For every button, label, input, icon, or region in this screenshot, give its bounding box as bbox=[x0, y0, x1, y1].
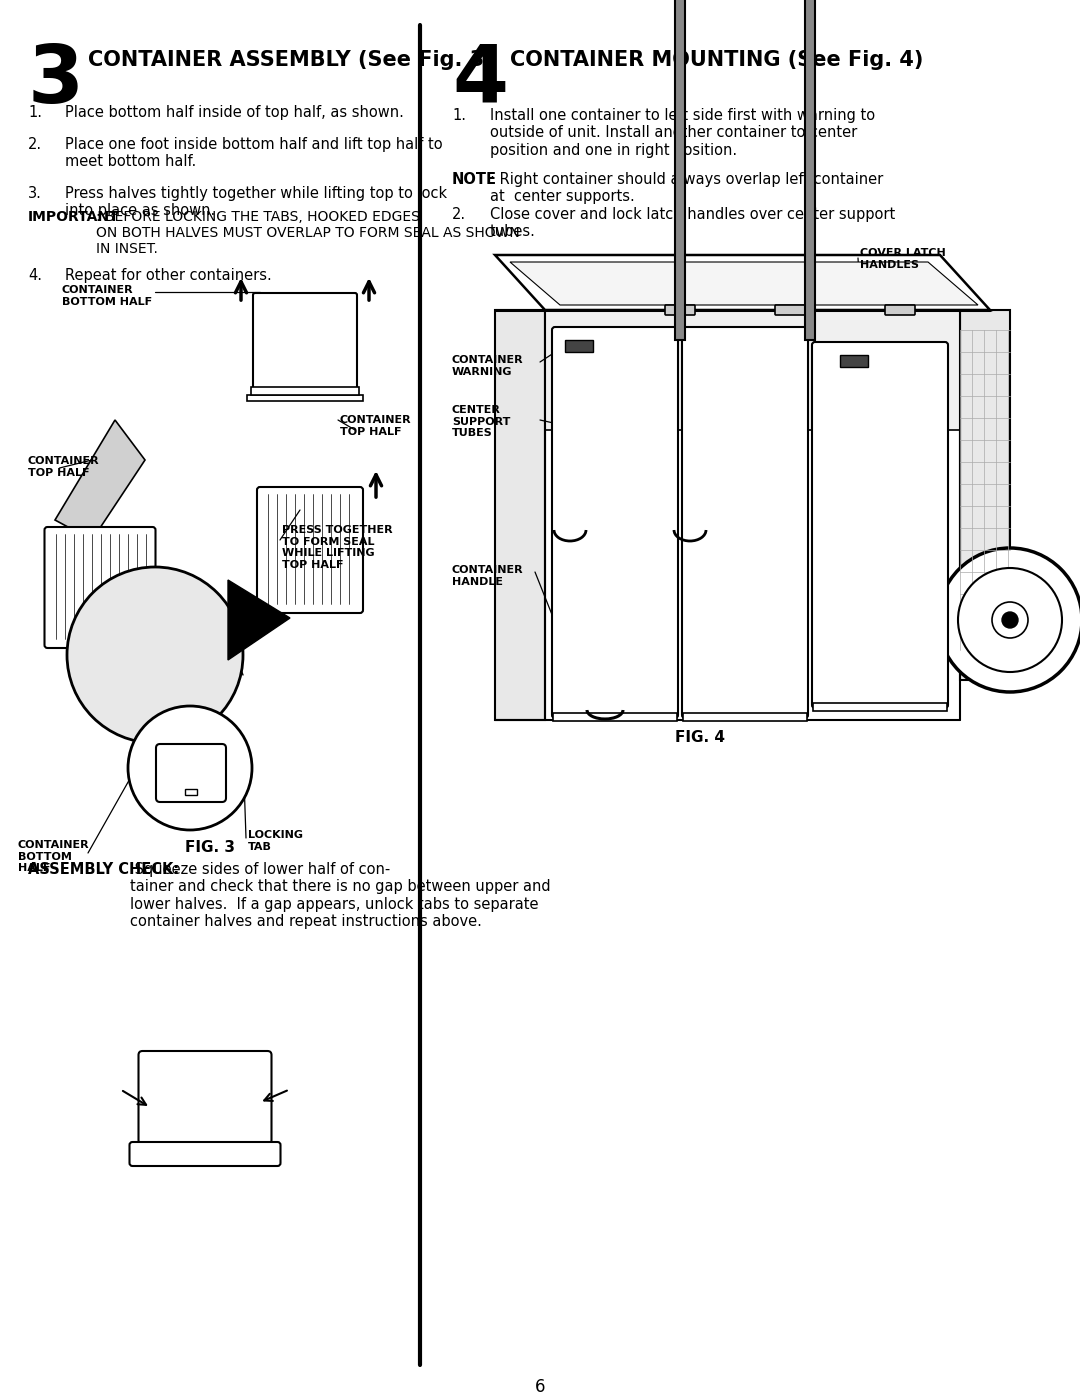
FancyBboxPatch shape bbox=[885, 305, 915, 314]
Text: CONTAINER
WARNING: CONTAINER WARNING bbox=[870, 564, 942, 587]
Circle shape bbox=[67, 567, 243, 743]
Text: LOCKING
TAB: LOCKING TAB bbox=[248, 830, 303, 852]
Text: 6: 6 bbox=[535, 1377, 545, 1396]
Polygon shape bbox=[545, 310, 960, 430]
Polygon shape bbox=[55, 420, 145, 541]
Text: FIG. 3: FIG. 3 bbox=[185, 840, 235, 855]
Text: CONTAINER
HANDLE: CONTAINER HANDLE bbox=[453, 564, 524, 587]
Text: Close cover and lock latch handles over center support
tubes.: Close cover and lock latch handles over … bbox=[490, 207, 895, 239]
Text: Squeeze sides of lower half of con-
tainer and check that there is no gap betwee: Squeeze sides of lower half of con- tain… bbox=[130, 862, 551, 929]
Text: NOTE: NOTE bbox=[453, 172, 497, 187]
Text: 2.: 2. bbox=[28, 137, 42, 152]
Text: : Right container should always overlap left container
at  center supports.: : Right container should always overlap … bbox=[490, 172, 883, 204]
Text: : BEFORE LOCKING THE TABS, HOOKED EDGES
ON BOTH HALVES MUST OVERLAP TO FORM SEAL: : BEFORE LOCKING THE TABS, HOOKED EDGES … bbox=[96, 210, 519, 257]
Bar bbox=[553, 712, 677, 721]
Bar bbox=[247, 395, 363, 401]
Text: CONTAINER MOUNTING (See Fig. 4): CONTAINER MOUNTING (See Fig. 4) bbox=[510, 50, 923, 70]
Text: 4.: 4. bbox=[28, 268, 42, 284]
Text: 1.: 1. bbox=[453, 108, 465, 123]
FancyBboxPatch shape bbox=[156, 745, 226, 802]
Text: CENTER
SUPPORT
TUBES: CENTER SUPPORT TUBES bbox=[453, 405, 511, 439]
Text: CONTAINER
BOTTOM HALF: CONTAINER BOTTOM HALF bbox=[62, 285, 152, 306]
Text: CONTAINER ASSEMBLY (See Fig. 3): CONTAINER ASSEMBLY (See Fig. 3) bbox=[87, 50, 494, 70]
Text: ASSEMBLY CHECK:: ASSEMBLY CHECK: bbox=[28, 862, 179, 877]
FancyBboxPatch shape bbox=[130, 1141, 281, 1166]
Bar bbox=[251, 387, 359, 395]
Bar bbox=[813, 703, 947, 711]
Text: Press halves tightly together while lifting top to lock
into place as shown.: Press halves tightly together while lift… bbox=[65, 186, 447, 218]
Text: 4: 4 bbox=[453, 42, 508, 120]
Circle shape bbox=[1002, 612, 1018, 629]
Text: 1.: 1. bbox=[28, 105, 42, 120]
Bar bbox=[675, 0, 685, 339]
Text: IMPORTANT: IMPORTANT bbox=[28, 210, 120, 224]
Text: 2.: 2. bbox=[453, 207, 467, 222]
Text: 3: 3 bbox=[28, 42, 84, 120]
Polygon shape bbox=[228, 580, 291, 659]
Polygon shape bbox=[510, 263, 978, 305]
Circle shape bbox=[993, 602, 1028, 638]
FancyBboxPatch shape bbox=[812, 342, 948, 708]
Bar bbox=[565, 339, 593, 352]
Text: CONTAINER
TOP HALF: CONTAINER TOP HALF bbox=[340, 415, 411, 437]
Polygon shape bbox=[495, 256, 990, 310]
FancyBboxPatch shape bbox=[665, 305, 696, 314]
Bar bbox=[683, 712, 807, 721]
FancyBboxPatch shape bbox=[253, 293, 357, 388]
Text: Place bottom half inside of top half, as shown.: Place bottom half inside of top half, as… bbox=[65, 105, 404, 120]
FancyBboxPatch shape bbox=[257, 488, 363, 613]
Circle shape bbox=[958, 569, 1062, 672]
Text: COVER LATCH
HANDLES: COVER LATCH HANDLES bbox=[860, 249, 946, 270]
FancyBboxPatch shape bbox=[681, 327, 808, 718]
FancyBboxPatch shape bbox=[44, 527, 156, 648]
Text: Repeat for other containers.: Repeat for other containers. bbox=[65, 268, 272, 284]
Text: 3.: 3. bbox=[28, 186, 42, 201]
Bar bbox=[185, 789, 197, 795]
FancyBboxPatch shape bbox=[552, 327, 678, 718]
Bar bbox=[840, 355, 868, 367]
Text: PRESS TOGETHER
TO FORM SEAL
WHILE LIFTING
TOP HALF: PRESS TOGETHER TO FORM SEAL WHILE LIFTIN… bbox=[282, 525, 393, 570]
Polygon shape bbox=[495, 310, 545, 719]
Text: CONTAINER
BOTTOM
HALF: CONTAINER BOTTOM HALF bbox=[18, 840, 90, 873]
Bar bbox=[805, 0, 815, 339]
Circle shape bbox=[129, 705, 252, 830]
Text: Place one foot inside bottom half and lift top half to
meet bottom half.: Place one foot inside bottom half and li… bbox=[65, 137, 443, 169]
FancyBboxPatch shape bbox=[775, 305, 805, 314]
Ellipse shape bbox=[136, 1139, 273, 1153]
FancyBboxPatch shape bbox=[138, 1051, 271, 1144]
Text: Install one container to left side first with warning to
outside of unit. Instal: Install one container to left side first… bbox=[490, 108, 875, 158]
Polygon shape bbox=[960, 310, 1010, 680]
Circle shape bbox=[939, 548, 1080, 692]
Text: FIG. 4: FIG. 4 bbox=[675, 731, 725, 745]
Text: CONTAINER
TOP HALF: CONTAINER TOP HALF bbox=[28, 455, 99, 478]
Text: CONTAINER
WARNING: CONTAINER WARNING bbox=[453, 355, 524, 377]
